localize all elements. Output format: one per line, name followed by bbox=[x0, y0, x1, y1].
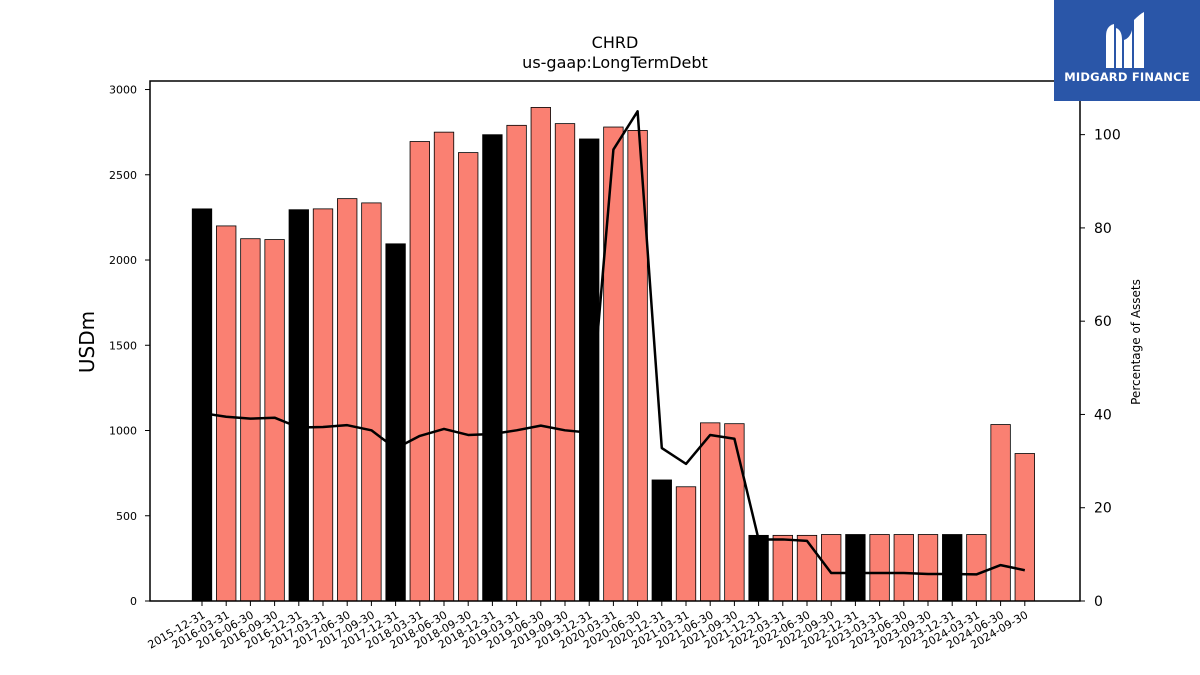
bar-2018-09-30 bbox=[458, 152, 479, 602]
bar-2022-09-30 bbox=[821, 534, 842, 602]
bar-2019-03-31 bbox=[506, 124, 527, 602]
bar-2017-06-30 bbox=[337, 198, 358, 602]
bar-2024-09-30 bbox=[1014, 453, 1035, 602]
bar-2019-09-30 bbox=[554, 123, 576, 602]
y2-tick-label: 20 bbox=[1094, 501, 1112, 517]
bar-2021-09-30 bbox=[724, 423, 745, 602]
plot-frame bbox=[149, 80, 1081, 602]
logo-badge: MIDGARD FINANCE bbox=[1054, 0, 1200, 101]
bar-2023-06-30 bbox=[893, 534, 914, 602]
bar-2018-12-31 bbox=[482, 134, 503, 602]
y-tick-label: 2500 bbox=[109, 169, 137, 182]
bar-2023-09-30 bbox=[917, 534, 939, 602]
y-tick-label: 1500 bbox=[109, 339, 137, 352]
axes-group: 0500100015002000250030000204060801002015… bbox=[109, 80, 1121, 652]
bar-2022-12-31 bbox=[845, 534, 866, 602]
bar-2017-12-31 bbox=[385, 243, 406, 602]
y2-tick-label: 0 bbox=[1094, 594, 1103, 610]
y2-tick-label: 100 bbox=[1094, 128, 1121, 144]
bar-2023-03-31 bbox=[869, 534, 890, 602]
y-tick-label: 3000 bbox=[109, 84, 137, 97]
y-axis-label: USDm bbox=[75, 311, 99, 373]
chart-title: CHRD bbox=[592, 33, 639, 52]
bar-2019-12-31 bbox=[579, 138, 600, 602]
chart-subtitle: us-gaap:LongTermDebt bbox=[522, 53, 708, 72]
y-tick-label: 500 bbox=[116, 510, 137, 523]
logo-text: MIDGARD FINANCE bbox=[1064, 70, 1190, 84]
y-tick-label: 2000 bbox=[109, 254, 137, 267]
bar-2022-06-30 bbox=[796, 534, 818, 602]
bar-2021-06-30 bbox=[700, 422, 721, 602]
bar-2017-03-31 bbox=[312, 208, 334, 602]
y2-tick-label: 40 bbox=[1094, 407, 1112, 423]
bar-2020-03-31 bbox=[603, 126, 624, 602]
bar-2015-12-31 bbox=[191, 208, 213, 602]
bar-2019-06-30 bbox=[530, 107, 551, 602]
bar-2024-03-31 bbox=[966, 534, 987, 602]
bar-2018-06-30 bbox=[433, 131, 455, 602]
bars-group bbox=[191, 107, 1035, 602]
bar-2016-03-31 bbox=[216, 225, 237, 602]
y-tick-label: 1000 bbox=[109, 425, 137, 438]
bar-2023-12-31 bbox=[942, 534, 963, 602]
bar-2021-03-31 bbox=[675, 486, 697, 602]
bar-2018-03-31 bbox=[409, 141, 430, 602]
y-tick-label: 0 bbox=[130, 595, 137, 608]
bar-2017-09-30 bbox=[361, 202, 382, 602]
pct-assets-line bbox=[201, 110, 1026, 576]
y2-tick-label: 80 bbox=[1094, 221, 1112, 237]
bar-2016-12-31 bbox=[288, 209, 309, 602]
bar-2024-06-30 bbox=[990, 424, 1011, 602]
bar-2021-12-31 bbox=[748, 534, 769, 602]
y2-axis-label: Percentage of Assets bbox=[1129, 279, 1143, 405]
bar-2022-03-31 bbox=[772, 534, 793, 602]
midgard-logo-icon bbox=[1106, 12, 1144, 68]
y2-tick-label: 60 bbox=[1094, 314, 1112, 330]
bar-2020-12-31 bbox=[651, 479, 672, 602]
line-group bbox=[201, 110, 1026, 576]
